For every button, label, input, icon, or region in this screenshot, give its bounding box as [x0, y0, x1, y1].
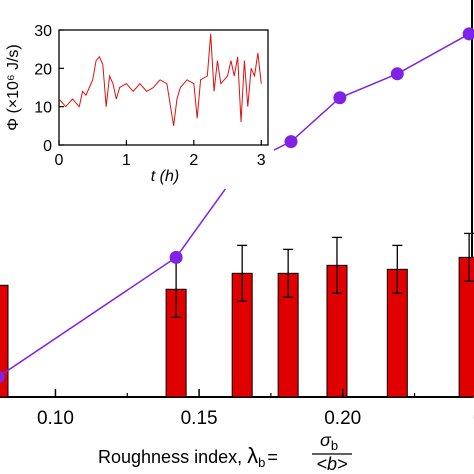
inset-plot: 0 10 20 30 0 1 2 3 t (h) Φ (×10⁶ J/s)	[5, 23, 274, 189]
x-tick-label: 0.15	[181, 408, 218, 429]
main-plot: 0.100.150.200.2	[0, 0, 474, 429]
inset-y-tick-label: 20	[34, 61, 52, 78]
x-axis-title-denominator: <b>	[316, 454, 347, 474]
inset-y-tick-label: 10	[34, 100, 52, 117]
inset-series-line	[58, 33, 262, 126]
series-point	[462, 27, 474, 41]
inset-y-axis-title: Φ (×10⁶ J/s)	[5, 44, 22, 130]
series-point	[284, 135, 298, 149]
inset-x-axis-title: t (h)	[151, 168, 179, 185]
x-tick-label: 0.20	[324, 408, 361, 429]
inset-y-tick-label: 30	[34, 23, 52, 40]
series-point	[169, 250, 183, 264]
inset-x-tick-label: 2	[189, 152, 198, 169]
series-point	[0, 370, 5, 384]
inset-x-tick-label: 0	[55, 152, 64, 169]
x-tick-label: 0.10	[37, 408, 74, 429]
series-point	[333, 91, 347, 105]
inset-frame	[58, 29, 269, 146]
series-point	[390, 67, 404, 81]
bar	[0, 284, 9, 398]
x-axis-title: Roughness index, λb =	[98, 443, 278, 470]
inset-x-tick-label: 1	[122, 152, 131, 169]
x-axis-title-numerator: σb	[320, 430, 338, 453]
inset-y-tick-label: 0	[43, 138, 52, 155]
inset-x-tick-label: 3	[257, 152, 266, 169]
bar	[458, 256, 474, 398]
